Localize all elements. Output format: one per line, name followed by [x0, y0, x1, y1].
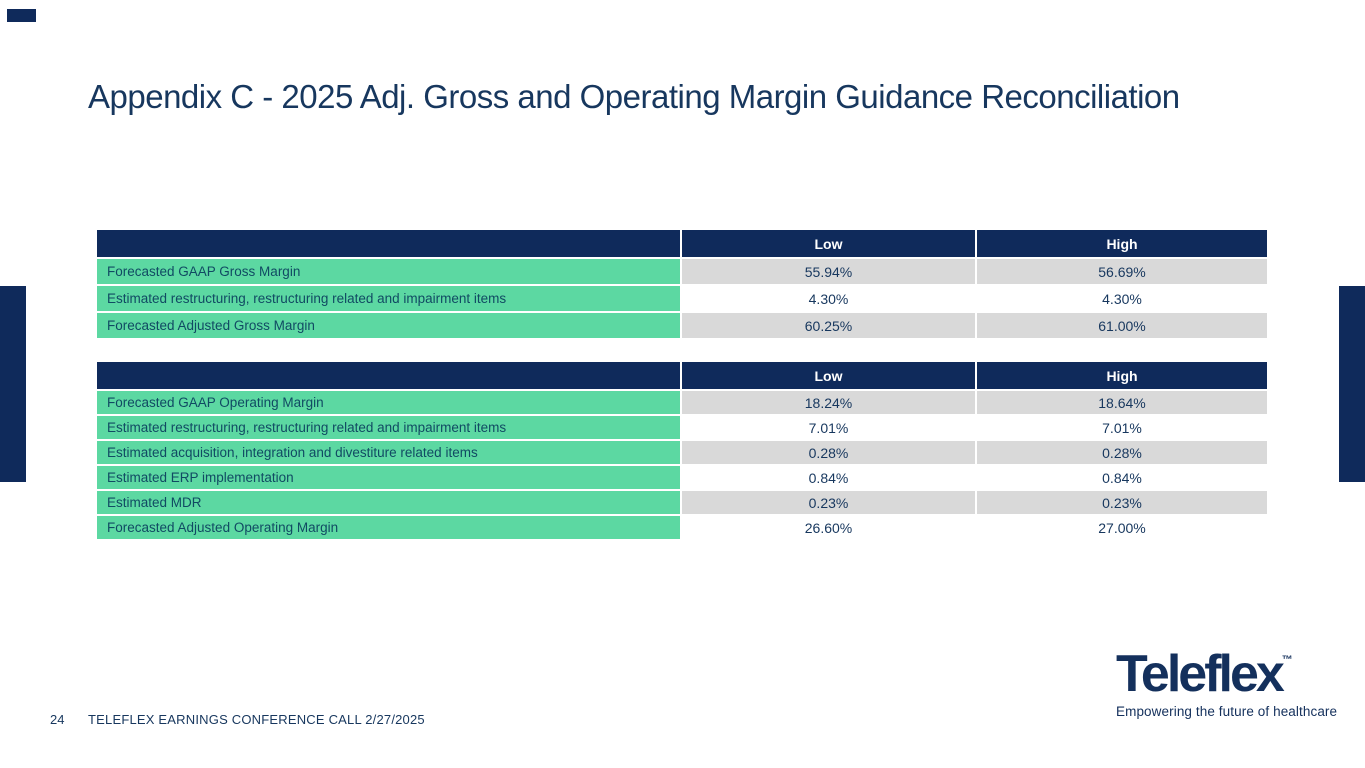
table-row: Estimated ERP implementation 0.84% 0.84%: [97, 466, 1267, 489]
row-low-value: 4.30%: [682, 286, 975, 311]
row-label: Estimated acquisition, integration and d…: [97, 441, 680, 464]
row-low-value: 0.23%: [682, 491, 975, 514]
gross-margin-table: Low High Forecasted GAAP Gross Margin 55…: [97, 230, 1267, 338]
row-low-value: 55.94%: [682, 259, 975, 284]
row-high-value: 0.84%: [977, 466, 1267, 489]
row-low-value: 26.60%: [682, 516, 975, 539]
footer-text: TELEFLEX EARNINGS CONFERENCE CALL 2/27/2…: [88, 712, 425, 727]
row-high-value: 61.00%: [977, 313, 1267, 338]
left-edge-bar: [0, 286, 26, 482]
row-low-value: 60.25%: [682, 313, 975, 338]
table-row: Forecasted Adjusted Operating Margin 26.…: [97, 516, 1267, 539]
row-low-value: 0.84%: [682, 466, 975, 489]
row-low-value: 18.24%: [682, 391, 975, 414]
row-low-value: 7.01%: [682, 416, 975, 439]
row-label: Estimated restructuring, restructuring r…: [97, 286, 680, 311]
row-label: Forecasted GAAP Gross Margin: [97, 259, 680, 284]
header-high-cell: High: [977, 230, 1267, 257]
header-high-cell: High: [977, 362, 1267, 389]
table-row: Estimated MDR 0.23% 0.23%: [97, 491, 1267, 514]
table-row: Estimated restructuring, restructuring r…: [97, 416, 1267, 439]
header-label-cell: [97, 362, 680, 389]
row-high-value: 7.01%: [977, 416, 1267, 439]
row-high-value: 4.30%: [977, 286, 1267, 311]
table-row: Forecasted GAAP Gross Margin 55.94% 56.6…: [97, 259, 1267, 284]
row-high-value: 18.64%: [977, 391, 1267, 414]
table-header-row: Low High: [97, 362, 1267, 389]
table-row: Estimated acquisition, integration and d…: [97, 441, 1267, 464]
page-title: Appendix C - 2025 Adj. Gross and Operati…: [88, 78, 1180, 115]
teleflex-logo: Teleflex™ Empowering the future of healt…: [1116, 648, 1338, 719]
table-header-row: Low High: [97, 230, 1267, 257]
trademark-symbol: ™: [1281, 654, 1293, 666]
operating-margin-table: Low High Forecasted GAAP Operating Margi…: [97, 362, 1267, 539]
page-number: 24: [50, 712, 65, 727]
header-label-cell: [97, 230, 680, 257]
row-label: Estimated MDR: [97, 491, 680, 514]
row-high-value: 0.23%: [977, 491, 1267, 514]
table-row: Forecasted GAAP Operating Margin 18.24% …: [97, 391, 1267, 414]
table-row: Forecasted Adjusted Gross Margin 60.25% …: [97, 313, 1267, 338]
right-edge-bar: [1339, 286, 1365, 482]
row-label: Forecasted GAAP Operating Margin: [97, 391, 680, 414]
teleflex-wordmark: Teleflex™: [1116, 648, 1331, 700]
row-label: Forecasted Adjusted Gross Margin: [97, 313, 680, 338]
row-high-value: 27.00%: [977, 516, 1267, 539]
header-low-cell: Low: [682, 362, 975, 389]
top-left-accent-bar: [7, 9, 36, 22]
row-low-value: 0.28%: [682, 441, 975, 464]
teleflex-wordmark-text: Teleflex: [1116, 645, 1285, 703]
row-high-value: 56.69%: [977, 259, 1267, 284]
row-label: Forecasted Adjusted Operating Margin: [97, 516, 680, 539]
row-label: Estimated restructuring, restructuring r…: [97, 416, 680, 439]
table-row: Estimated restructuring, restructuring r…: [97, 286, 1267, 311]
row-label: Estimated ERP implementation: [97, 466, 680, 489]
header-low-cell: Low: [682, 230, 975, 257]
logo-tagline: Empowering the future of healthcare: [1116, 704, 1338, 719]
row-high-value: 0.28%: [977, 441, 1267, 464]
